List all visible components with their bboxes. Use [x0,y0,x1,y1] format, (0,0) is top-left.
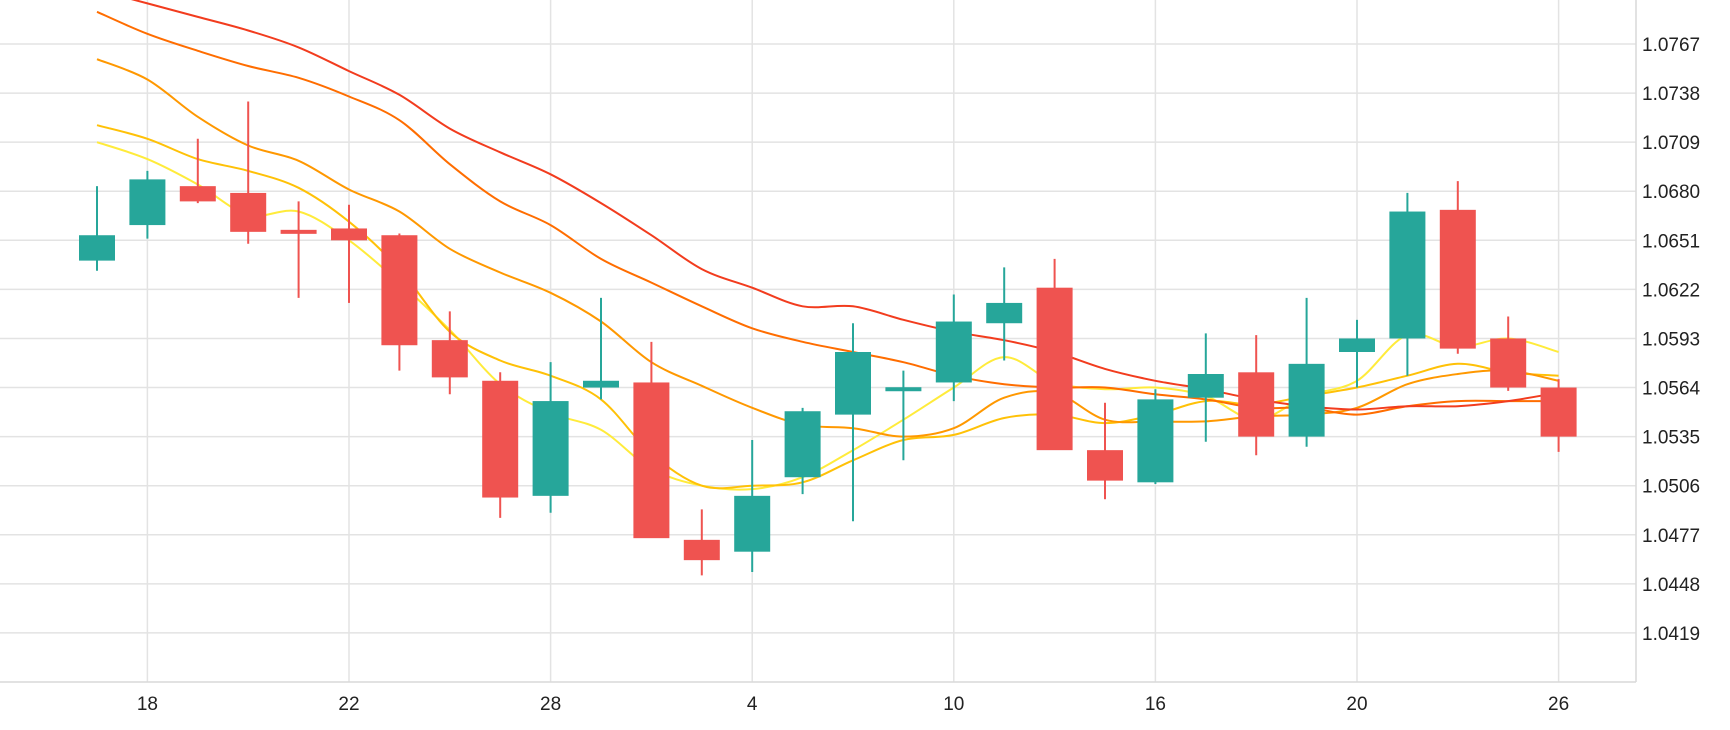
candle-body [129,179,166,226]
x-tick-label: 4 [747,694,758,715]
x-tick-label: 18 [137,694,158,715]
candle-body [381,235,418,346]
candle-up [79,186,115,271]
candle-body [431,340,468,378]
candle-body [1087,450,1123,481]
candle-down [431,311,468,395]
candle-body [331,228,367,241]
candle-body [885,387,922,392]
candle-up [835,323,871,522]
x-tick-label: 16 [1145,694,1166,715]
candle-body [230,192,267,232]
y-tick-label: 1.0564 [1642,379,1701,400]
candle-down [683,509,720,576]
candle-down [633,341,670,539]
y-tick-label: 1.0448 [1642,575,1700,596]
candle-body [280,229,317,234]
candle-body [532,401,569,496]
candle-body [734,495,771,552]
candle-up [986,267,1023,361]
candle-down [1036,258,1073,451]
candle-up [532,362,569,513]
candle-body [1389,211,1426,339]
axes: 1.0419 1.0448 1.0477 1.0506 1.0535 1.0564 1.05… [137,35,1701,715]
candle-down [280,201,317,298]
candle-body [1490,338,1527,388]
grid-layer [0,0,1637,683]
x-tick-label: 10 [943,694,964,715]
y-tick-label: 1.0767 [1642,35,1700,56]
y-tick-label: 1.0738 [1642,84,1700,105]
candle-down [331,204,367,303]
candle-body [482,380,519,498]
candle-up [1137,389,1174,484]
y-tick-label: 1.0651 [1642,231,1700,252]
y-tick-label: 1.0535 [1642,428,1700,449]
candle-up [885,370,922,461]
candle-body [784,411,821,478]
indicator-line [96,58,1559,438]
x-tick-label: 28 [540,694,561,715]
y-tick-label: 1.0622 [1642,280,1700,301]
y-tick-label: 1.0593 [1642,329,1700,350]
y-tick-label: 1.0680 [1642,182,1700,203]
candle-body [179,186,216,202]
candle-body [583,380,619,388]
candle-down [230,101,267,244]
y-tick-label: 1.0506 [1642,477,1700,498]
candle-up [784,407,821,495]
y-tick-label: 1.0419 [1642,624,1700,645]
candle-body [1540,387,1577,437]
candle-up [935,294,972,402]
indicator-lines [96,0,1559,491]
candle-down [1490,316,1527,391]
y-tick-label: 1.0477 [1642,526,1700,547]
candle-down [1238,335,1275,456]
candle-body [683,539,720,561]
candle-body [935,321,972,383]
x-tick-label: 22 [338,694,359,715]
candle-down [1439,181,1476,354]
candle-body [79,235,115,261]
candle-up [583,297,619,400]
indicator-line [96,10,1559,416]
y-tick-label: 1.0709 [1642,133,1700,154]
candle-down [1087,402,1123,500]
candles [79,101,1577,576]
candle-body [986,302,1023,324]
candle-body [1036,287,1073,451]
candle-body [1187,374,1224,398]
candle-up [129,170,166,239]
candle-body [1439,209,1476,349]
candle-up [1288,297,1325,447]
x-tick-label: 26 [1548,694,1569,715]
candle-up [1187,333,1224,442]
candle-body [1238,372,1275,437]
candle-down [179,138,216,204]
candle-up [1389,192,1426,376]
candle-body [1339,338,1375,352]
candle-body [633,382,670,539]
candle-body [1137,399,1174,483]
candle-up [734,440,771,572]
candle-down [381,233,418,371]
candle-body [835,352,871,415]
candle-down [482,372,519,518]
candle-down [1540,379,1577,452]
candle-body [1288,363,1325,437]
x-tick-label: 20 [1346,694,1367,715]
indicator-line [96,141,1559,491]
candle-up [1339,319,1375,388]
